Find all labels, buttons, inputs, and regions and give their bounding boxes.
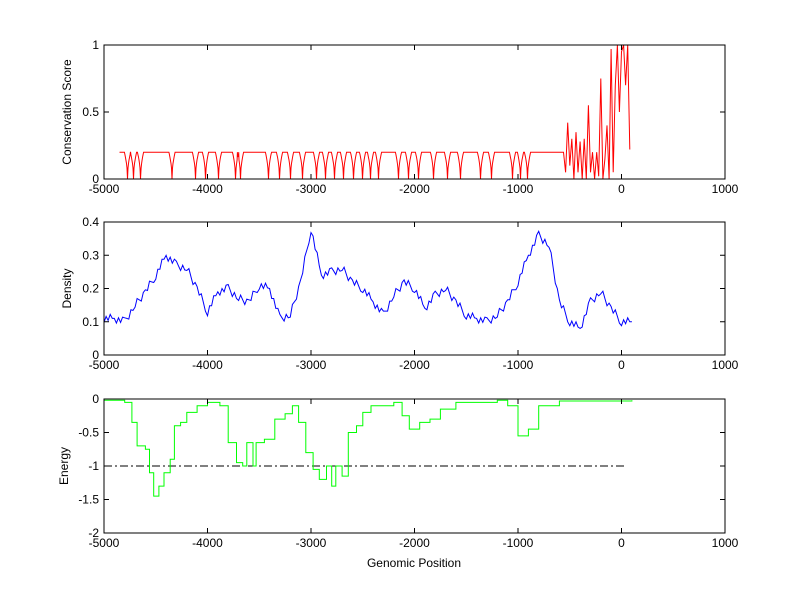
x-tick-label: -4000 [192, 182, 223, 196]
x-tick-label: -5000 [89, 536, 120, 550]
subplot-density: -5000 -4000 -3000 -2000 -1000 0 1000 0 0.1 0.2 0.3… [60, 215, 739, 372]
x-tick-label: -2000 [399, 182, 430, 196]
x-tick-label: -1000 [503, 536, 534, 550]
x-tick-label: 1000 [712, 358, 739, 372]
x-tick-label: -3000 [296, 182, 327, 196]
y-tick-label: -0.5 [78, 426, 99, 440]
y-tick-label: -1.5 [78, 493, 99, 507]
y-tick-label: 0.1 [82, 315, 99, 329]
x-tick-label: -2000 [399, 536, 430, 550]
x-tick-label: 0 [618, 536, 625, 550]
x-tick-label: 1000 [712, 182, 739, 196]
y-tick-label: -2 [88, 526, 99, 540]
y-tick-label: 0 [92, 392, 99, 406]
x-tick-label: -2000 [399, 358, 430, 372]
y-tick-label: -1 [88, 459, 99, 473]
x-axis-label: Genomic Position [367, 556, 461, 570]
y-tick-label: 0 [92, 172, 99, 186]
x-tick-label: 0 [618, 358, 625, 372]
x-tick-label: -4000 [192, 358, 223, 372]
x-tick-label: -1000 [503, 182, 534, 196]
y-tick-label: 0 [92, 348, 99, 362]
x-tick-label: -3000 [296, 536, 327, 550]
subplot-energy: -5000 -4000 -3000 -2000 -1000 0 1000 -2 -1.5 -1 -0… [57, 392, 739, 550]
x-tick-label: 1000 [712, 536, 739, 550]
y-tick-label: 0.4 [82, 215, 99, 229]
subplot-conservation: -5000 -4000 -3000 -2000 -1000 0 1000 0 0.5 1 Conse… [60, 38, 739, 196]
y-tick-label: 1 [92, 38, 99, 52]
x-tick-label: -3000 [296, 358, 327, 372]
energy-line [104, 399, 633, 497]
conservation-line [119, 44, 631, 180]
y-tick-label: 0.5 [82, 105, 99, 119]
x-tick-label: 0 [618, 182, 625, 196]
x-tick-label: -5000 [89, 358, 120, 372]
x-tick-label: -4000 [192, 536, 223, 550]
y-tick-label: 0.3 [82, 248, 99, 262]
density-line [103, 230, 632, 329]
x-tick-label: -5000 [89, 182, 120, 196]
x-tick-label: -1000 [503, 358, 534, 372]
y-axis-label: Density [60, 268, 74, 308]
y-axis-label: Energy [57, 447, 71, 485]
y-axis-label: Conservation Score [60, 59, 74, 165]
y-tick-label: 0.2 [82, 282, 99, 296]
